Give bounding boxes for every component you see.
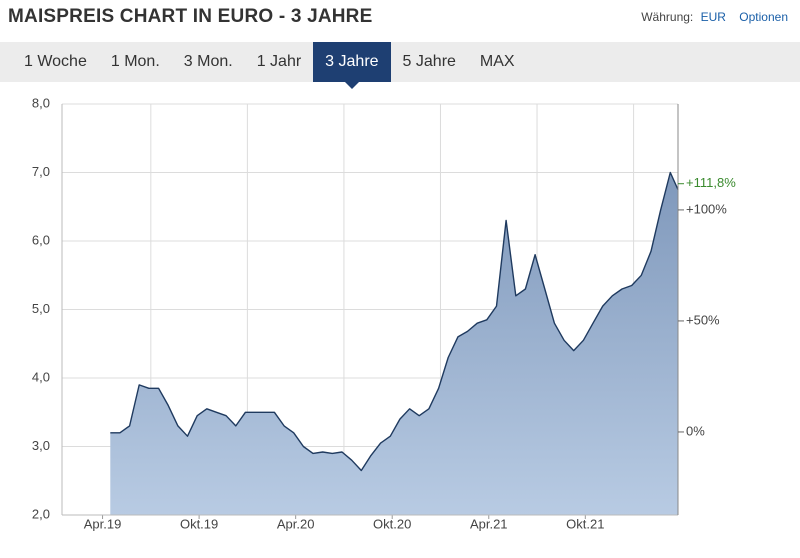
y2-tick-label: +100% (686, 201, 727, 216)
x-tick-label: Okt.21 (566, 516, 604, 531)
y-tick-label: 8,0 (32, 95, 50, 110)
range-tab[interactable]: 1 Mon. (110, 53, 160, 70)
range-tab[interactable]: MAX (479, 53, 515, 70)
y-tick-label: 7,0 (32, 164, 50, 179)
range-tab[interactable]: 3 Jahre (313, 42, 391, 89)
y2-tick-label: 0% (686, 423, 705, 438)
x-tick-label: Apr.21 (470, 516, 508, 531)
y2-tick-label: +50% (686, 312, 720, 327)
options-link[interactable]: Optionen (739, 10, 788, 24)
y-tick-label: 2,0 (32, 506, 50, 521)
range-tab[interactable]: 3 Mon. (183, 53, 233, 70)
y-tick-label: 3,0 (32, 438, 50, 453)
range-tabs: 1 Woche 1 Mon. 3 Mon. 1 Jahr 3 Jahre 5 Jahre M… (0, 42, 800, 89)
x-tick-label: Apr.20 (277, 516, 315, 531)
price-area (110, 172, 679, 515)
header: MAISPREIS CHART IN EURO - 3 JAHRE Währun… (0, 0, 800, 40)
options-bar: Währung: EUR Optionen (637, 10, 788, 24)
x-tick-label: Okt.20 (373, 516, 411, 531)
y-tick-label: 4,0 (32, 369, 50, 384)
range-tab[interactable]: 1 Jahr (256, 53, 302, 70)
range-tab[interactable]: 5 Jahre (402, 53, 456, 70)
y-tick-label: 6,0 (32, 232, 50, 247)
page-title: MAISPREIS CHART IN EURO - 3 JAHRE (8, 6, 373, 27)
currency-link[interactable]: EUR (700, 10, 726, 24)
y-tick-label: 5,0 (32, 301, 50, 316)
currency-label: Währung: (641, 10, 694, 24)
last-change-label: +111,8% (686, 175, 736, 190)
x-tick-label: Apr.19 (84, 516, 122, 531)
price-line (110, 171, 679, 472)
x-tick-label: Okt.19 (180, 516, 218, 531)
range-tab[interactable]: 1 Woche (24, 53, 87, 70)
